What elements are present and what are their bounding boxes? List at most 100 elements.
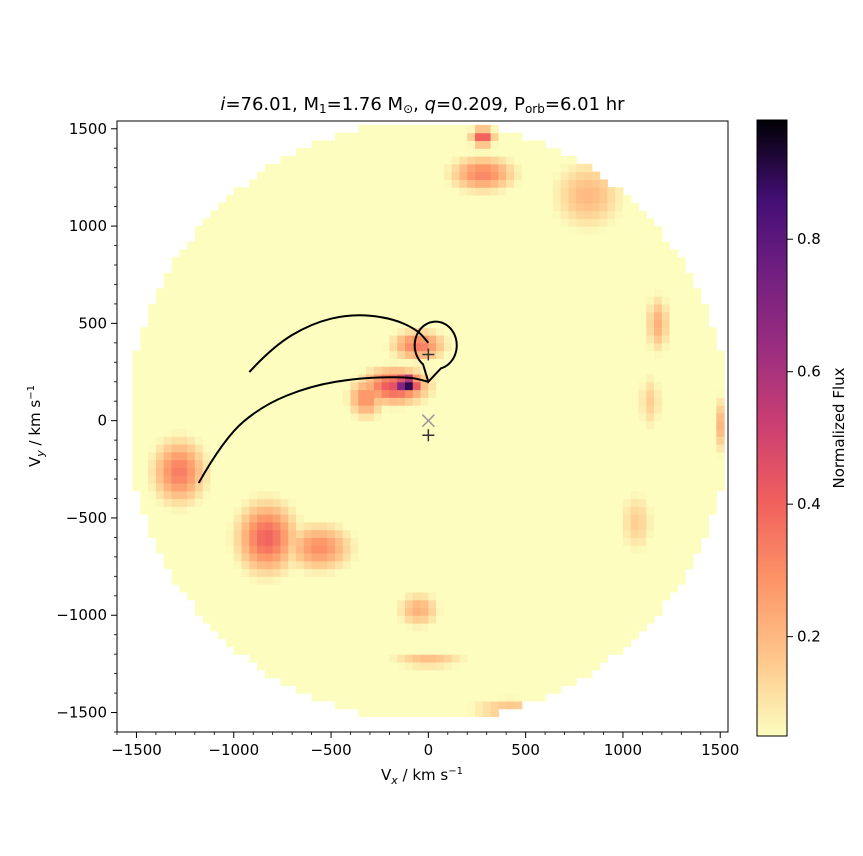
heatmap-cell bbox=[607, 280, 616, 289]
heatmap-cell bbox=[404, 475, 414, 484]
title-q-symbol: q bbox=[424, 94, 437, 115]
heatmap-cell bbox=[218, 241, 227, 251]
heatmap-cell bbox=[319, 506, 328, 515]
heatmap-cell bbox=[225, 568, 235, 577]
heatmap-cell bbox=[475, 342, 484, 352]
heatmap-cell bbox=[404, 428, 414, 437]
heatmap-cell bbox=[303, 171, 313, 180]
heatmap-cell bbox=[630, 560, 640, 570]
heatmap-cell bbox=[591, 319, 601, 328]
heatmap-cell bbox=[692, 397, 702, 406]
heatmap-cell bbox=[366, 124, 375, 134]
heatmap-cell bbox=[521, 623, 531, 632]
y-tick-label: 0 bbox=[97, 412, 107, 430]
heatmap-cell bbox=[692, 405, 702, 414]
heatmap-cell bbox=[404, 677, 414, 686]
heatmap-cell bbox=[638, 389, 647, 398]
heatmap-cell bbox=[249, 591, 258, 601]
heatmap-cell bbox=[498, 552, 507, 562]
heatmap-cell bbox=[272, 584, 282, 593]
heatmap-cell bbox=[545, 436, 554, 445]
heatmap-cell bbox=[529, 428, 538, 437]
heatmap-cell bbox=[373, 506, 383, 515]
heatmap-cell bbox=[568, 381, 577, 391]
heatmap-cell bbox=[428, 475, 437, 484]
heatmap-cell bbox=[389, 521, 398, 531]
heatmap-cell bbox=[389, 591, 398, 601]
heatmap-cell bbox=[646, 319, 655, 328]
heatmap-cell bbox=[607, 576, 616, 585]
heatmap-cell bbox=[296, 654, 305, 663]
heatmap-cell bbox=[412, 490, 422, 500]
heatmap-cell bbox=[521, 646, 531, 655]
heatmap-cell bbox=[638, 599, 647, 609]
heatmap-cell bbox=[537, 654, 546, 663]
heatmap-cell bbox=[350, 444, 359, 453]
heatmap-cell bbox=[272, 498, 282, 507]
heatmap-cell bbox=[334, 537, 344, 546]
heatmap-cell bbox=[132, 451, 141, 461]
heatmap-cell bbox=[327, 490, 336, 500]
heatmap-cell bbox=[350, 467, 359, 476]
heatmap-cell bbox=[646, 233, 655, 243]
heatmap-cell bbox=[303, 599, 313, 609]
heatmap-cell bbox=[443, 163, 453, 173]
heatmap-cell bbox=[560, 233, 570, 243]
heatmap-cell bbox=[241, 623, 250, 632]
heatmap-cell bbox=[638, 249, 647, 258]
heatmap-cell bbox=[436, 171, 445, 180]
heatmap-cell bbox=[225, 303, 235, 313]
heatmap-cell bbox=[482, 132, 492, 142]
heatmap-cell bbox=[210, 615, 219, 624]
heatmap-cell bbox=[366, 708, 375, 718]
heatmap-cell bbox=[179, 412, 188, 422]
heatmap-cell bbox=[677, 459, 686, 468]
heatmap-cell bbox=[677, 327, 686, 336]
heatmap-cell bbox=[334, 630, 344, 640]
heatmap-cell bbox=[288, 420, 297, 430]
heatmap-cell bbox=[350, 342, 359, 352]
heatmap-cell bbox=[327, 607, 336, 616]
heatmap-cell bbox=[202, 521, 211, 531]
heatmap-cell bbox=[280, 482, 289, 492]
heatmap-cell bbox=[342, 428, 352, 437]
heatmap-cell bbox=[296, 389, 305, 398]
heatmap-cell bbox=[661, 358, 671, 367]
heatmap-cell bbox=[358, 280, 367, 289]
heatmap-cell bbox=[700, 521, 710, 531]
heatmap-cell bbox=[498, 615, 507, 624]
heatmap-cell bbox=[280, 194, 289, 204]
heatmap-cell bbox=[529, 412, 538, 422]
heatmap-cell bbox=[412, 436, 422, 445]
heatmap-cell bbox=[397, 226, 406, 235]
heatmap-cell bbox=[171, 381, 180, 391]
heatmap-cell bbox=[311, 389, 320, 398]
heatmap-cell bbox=[552, 646, 562, 655]
heatmap-cell bbox=[358, 296, 367, 305]
heatmap-cell bbox=[490, 148, 499, 157]
heatmap-cell bbox=[303, 327, 313, 336]
heatmap-cell bbox=[264, 296, 274, 305]
heatmap-cell bbox=[389, 226, 398, 235]
heatmap-cell bbox=[404, 241, 414, 251]
heatmap-cell bbox=[272, 661, 282, 671]
heatmap-cell bbox=[420, 303, 429, 313]
heatmap-cell bbox=[591, 451, 601, 461]
heatmap-cell bbox=[459, 194, 468, 204]
heatmap-cell bbox=[412, 194, 422, 204]
heatmap-cell bbox=[513, 264, 523, 274]
heatmap-cell bbox=[654, 366, 663, 375]
heatmap-cell bbox=[272, 327, 282, 336]
heatmap-cell bbox=[350, 490, 359, 500]
heatmap-cell bbox=[412, 171, 422, 180]
heatmap-cell bbox=[436, 599, 445, 609]
heatmap-cell bbox=[576, 646, 585, 655]
heatmap-cell bbox=[373, 405, 383, 414]
heatmap-cell bbox=[576, 194, 585, 204]
heatmap-cell bbox=[568, 506, 577, 515]
heatmap-cell bbox=[451, 381, 461, 391]
heatmap-cell bbox=[381, 335, 391, 344]
heatmap-cell bbox=[615, 552, 624, 562]
heatmap-cell bbox=[366, 389, 375, 398]
heatmap-cell bbox=[599, 249, 608, 258]
